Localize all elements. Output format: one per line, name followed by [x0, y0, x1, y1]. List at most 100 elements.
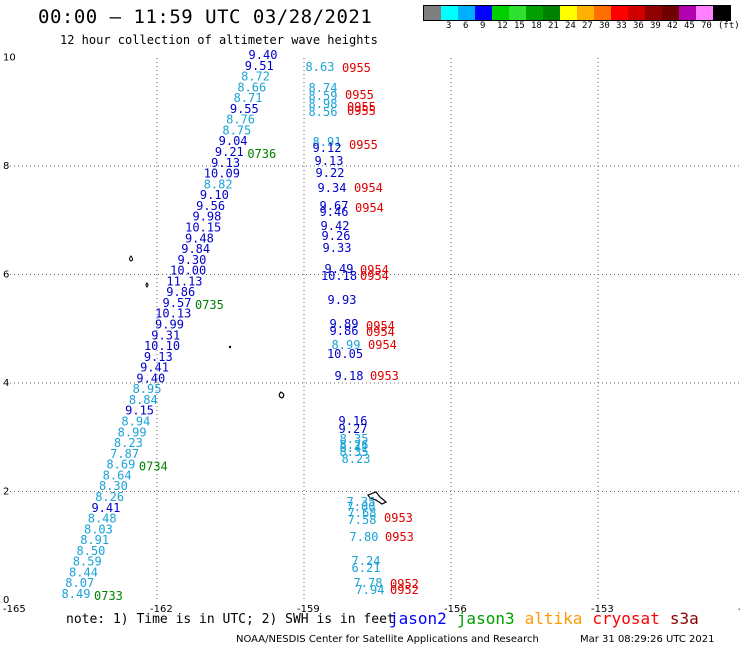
color-scale-bar	[423, 5, 731, 21]
pass-time-label: 0954	[366, 319, 395, 333]
color-swatch	[509, 6, 526, 20]
wave-height-value: 8.91	[313, 135, 342, 149]
x-axis-tick-label: -150	[738, 604, 740, 615]
wave-height-value: 8.49	[62, 587, 91, 601]
island-dot	[228, 345, 232, 349]
color-swatch	[611, 6, 628, 20]
wave-height-value: 6.21	[352, 561, 381, 575]
wave-height-value: 9.13	[144, 350, 173, 364]
wave-height-value: 8.26	[340, 438, 369, 452]
wave-height-value: 11.13	[166, 274, 202, 288]
wave-height-value: 8.30	[99, 479, 128, 493]
wave-height-value: 8.23	[114, 436, 143, 450]
wave-height-value: 10.13	[155, 307, 191, 321]
wave-height-value: 7.24	[352, 554, 381, 568]
pass-time-label: 0954	[360, 263, 389, 277]
pass-time-label: 0954	[354, 181, 383, 195]
wave-height-value: 8.82	[204, 177, 233, 191]
y-axis-tick-label: 4	[3, 378, 9, 389]
color-swatch	[679, 6, 696, 20]
x-axis-tick-label: -159	[297, 604, 320, 615]
pass-time-label: 0735	[195, 298, 224, 312]
pass-time-label: 0955	[347, 100, 376, 114]
color-scale-label: 36	[633, 21, 644, 31]
island-outline	[145, 282, 149, 288]
x-axis-tick-label: -165	[3, 604, 26, 615]
wave-height-value: 9.15	[125, 404, 154, 418]
wave-height-value: 8.41	[340, 441, 369, 455]
pass-time-label: 0954	[368, 338, 397, 352]
wave-height-value: 8.59	[73, 555, 102, 569]
wave-height-value: 10.05	[327, 347, 363, 361]
pass-time-label: 0955	[347, 104, 376, 118]
wave-height-value: 9.31	[151, 328, 180, 342]
pass-time-label: 0733	[94, 589, 123, 603]
pass-time-label: 0954	[360, 269, 389, 283]
wave-height-value: 8.71	[234, 91, 263, 105]
wave-height-value: 9.57	[163, 296, 192, 310]
wave-height-value: 8.75	[222, 123, 251, 137]
wave-height-value: 8.23	[342, 452, 371, 466]
color-swatch	[713, 6, 730, 20]
pass-time-label: 0955	[342, 61, 371, 75]
wave-height-value: 7.78	[354, 576, 383, 590]
wave-height-value: 8.99	[118, 425, 147, 439]
pass-time-label: 0952	[390, 577, 419, 591]
wave-height-value: 9.30	[177, 253, 206, 267]
pass-time-label: 0952	[390, 583, 419, 597]
legend-item-cryosat: cryosat	[592, 609, 660, 628]
pass-time-label: 0736	[247, 147, 276, 161]
wave-height-value: 9.40	[249, 48, 278, 62]
wave-height-value: 9.41	[140, 361, 169, 375]
wave-height-value: 8.69	[106, 458, 135, 472]
wave-height-value: 8.35	[340, 445, 369, 459]
color-scale-label: 24	[565, 21, 576, 31]
color-swatch	[696, 6, 713, 20]
wave-height-value: 10.00	[170, 264, 206, 278]
pass-time-label: 0954	[366, 325, 395, 339]
wave-height-value: 7.87	[110, 447, 139, 461]
color-swatch	[492, 6, 509, 20]
wave-height-value: 8.48	[88, 512, 117, 526]
wave-height-value: 9.46	[320, 205, 349, 219]
wave-height-value: 9.84	[181, 242, 210, 256]
pass-time-label: 0734	[139, 460, 168, 474]
wave-height-value: 10.10	[144, 339, 180, 353]
map-subtitle: 12 hour collection of altimeter wave hei…	[60, 33, 378, 47]
wave-height-value: 9.99	[155, 318, 184, 332]
color-scale-label: 42	[667, 21, 678, 31]
color-swatch	[594, 6, 611, 20]
wave-height-value: 7.80	[350, 530, 379, 544]
wave-height-value: 9.16	[339, 414, 368, 428]
color-swatch	[662, 6, 679, 20]
wave-height-value: 9.49	[325, 262, 354, 276]
units-note: note: 1) Time is in UTC; 2) SWH is in fe…	[66, 612, 395, 627]
color-scale-label: 45	[684, 21, 695, 31]
pass-time-label: 0953	[370, 369, 399, 383]
wave-height-value: 8.03	[84, 522, 113, 536]
wave-height-value: 9.93	[328, 293, 357, 307]
wave-height-value: 9.04	[219, 134, 248, 148]
wave-height-value: 7.00	[347, 500, 376, 514]
legend-item-jason2: jason2	[389, 609, 447, 628]
wave-height-value: 8.26	[95, 490, 124, 504]
color-swatch	[543, 6, 560, 20]
island-outline	[278, 391, 285, 399]
color-scale-label: 12	[497, 21, 508, 31]
x-axis-tick-label: -156	[444, 604, 467, 615]
wave-height-value: 9.42	[321, 219, 350, 233]
wave-height-value: 9.13	[211, 156, 240, 170]
color-scale-label: 6	[463, 21, 469, 31]
color-swatch	[628, 6, 645, 20]
wave-height-value: 9.22	[316, 166, 345, 180]
wave-height-value: 9.21	[215, 145, 244, 159]
wave-height-value: 9.12	[313, 141, 342, 155]
color-swatch	[475, 6, 492, 20]
x-axis-tick-label: -162	[150, 604, 173, 615]
wave-height-value: 10.18	[321, 269, 357, 283]
wave-height-value: 8.66	[237, 80, 266, 94]
color-swatch	[560, 6, 577, 20]
wave-height-value: 8.64	[103, 468, 132, 482]
wave-height-value: 8.91	[80, 533, 109, 547]
